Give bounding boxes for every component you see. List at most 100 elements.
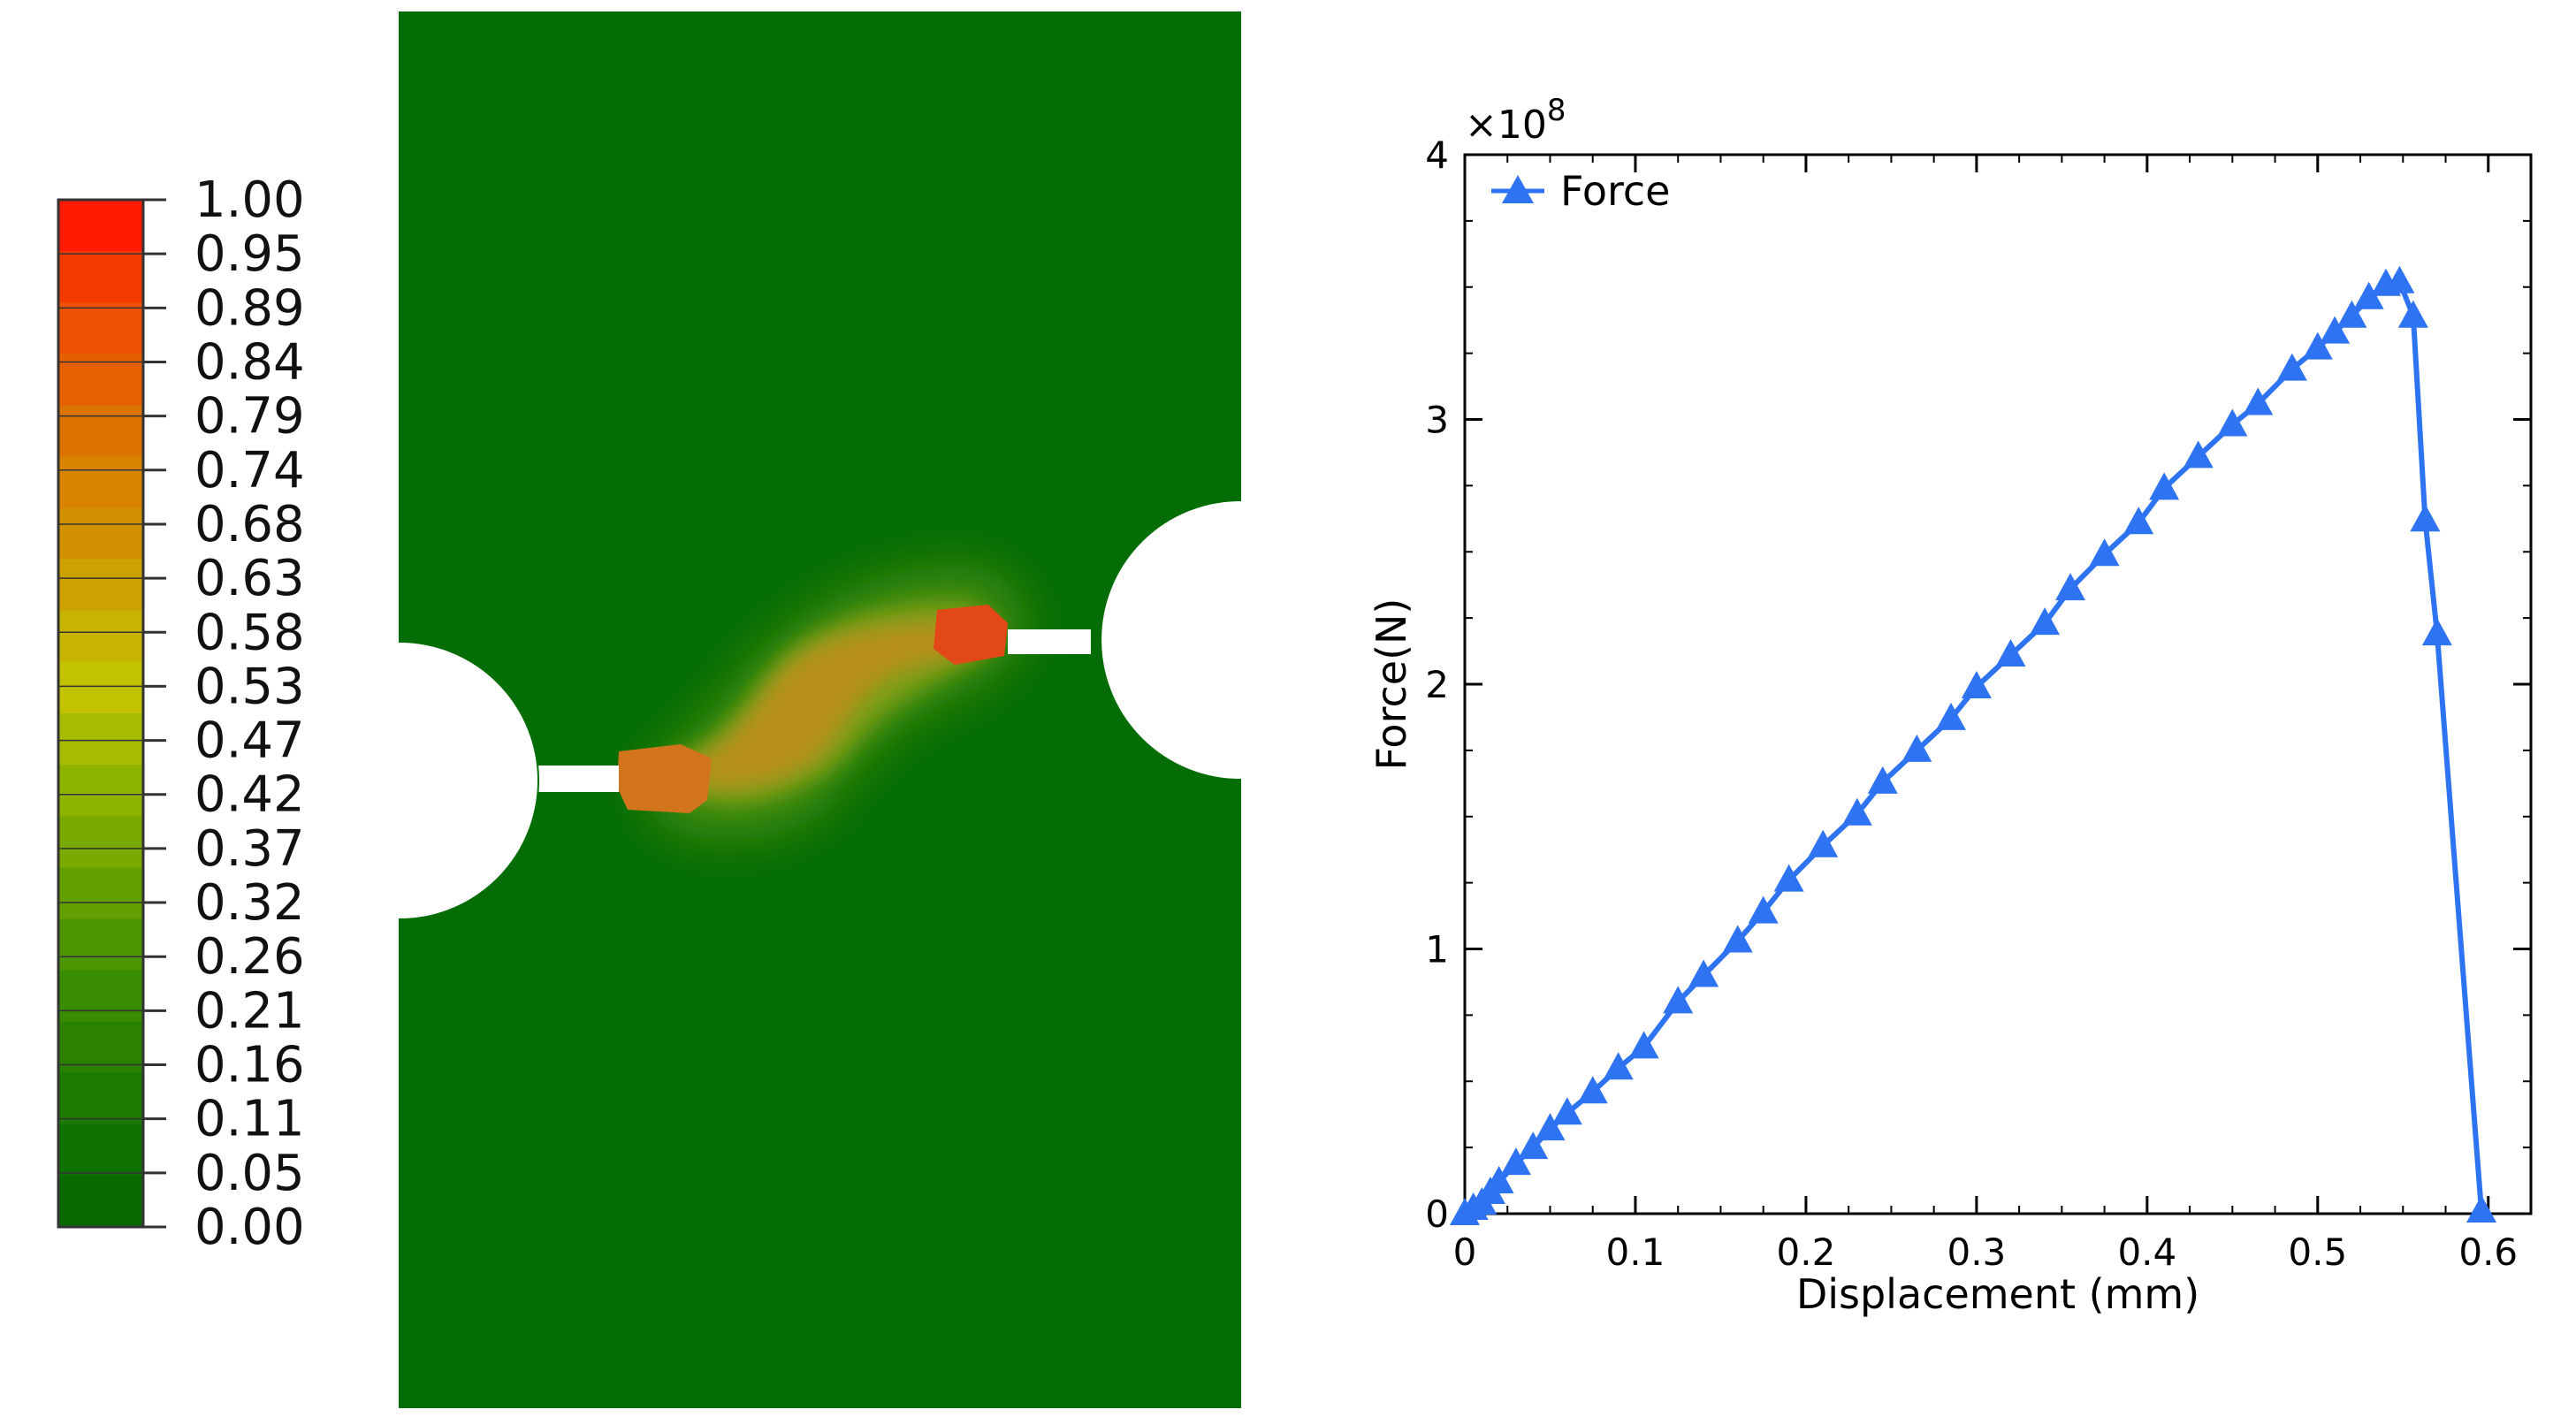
data-point-marker: [1841, 797, 1872, 826]
plate-outline: [399, 11, 1241, 1408]
data-point-marker: [1551, 1097, 1582, 1125]
data-point-marker: [2149, 472, 2180, 500]
x-tick-labels: 0 0.1 0.2 0.3 0.4 0.5 0.6: [1453, 1230, 2519, 1274]
data-point-marker: [1500, 1147, 1531, 1176]
colorbar-swatch: [58, 765, 143, 817]
y-tick-labels: 0 1 2 3 4: [1425, 133, 1449, 1236]
colorbar-swatch: [58, 610, 143, 663]
x-tick-label: 0.1: [1606, 1230, 1665, 1274]
colorbar-ticks: [58, 198, 166, 1229]
colorbar-label: 0.58: [194, 604, 305, 661]
x-tick-label: 0.2: [1777, 1230, 1836, 1274]
data-point-marker: [2055, 573, 2086, 601]
force-displacement-chart: 0 0.1 0.2 0.3 0.4 0.5 0.6 0 1 2 3 4 Displacement (…: [1368, 93, 2533, 1318]
y-multiplier: ×108: [1465, 93, 1566, 148]
data-point-marker: [2030, 607, 2061, 636]
y-tick-label: 1: [1425, 928, 1449, 971]
colorbar-label: 0.95: [194, 225, 305, 283]
data-point-marker: [1748, 895, 1779, 924]
colorbar-swatch: [58, 200, 143, 252]
data-point-marker: [1808, 829, 1839, 857]
colorbar-swatch: [58, 713, 143, 766]
colorbar-label: 0.79: [194, 388, 305, 446]
colorbar-swatch: [58, 661, 143, 714]
colorbar-label: 0.26: [194, 928, 305, 986]
colorbar-swatch: [58, 507, 143, 560]
data-point-marker: [2421, 618, 2452, 646]
colorbar-swatch: [58, 1124, 143, 1177]
colorbar-swatch: [58, 970, 143, 1023]
colorbar-label: 0.89: [194, 279, 305, 337]
y-multiplier-exponent: 8: [1547, 93, 1566, 128]
damage-zone-core: [681, 622, 999, 788]
data-point-marker: [1577, 1076, 1608, 1104]
plot-area: [1463, 153, 2533, 1215]
data-point-marker: [2397, 300, 2428, 328]
colorbar-label: 0.84: [194, 333, 305, 391]
colorbar-label: 0.21: [194, 982, 305, 1040]
colorbar-swatch: [58, 302, 143, 354]
y-tick-label: 4: [1425, 133, 1449, 177]
data-point-marker: [1902, 734, 1932, 762]
y-axis-label: Force(N): [1368, 598, 1415, 771]
y-tick-label: 3: [1425, 399, 1449, 442]
data-point-marker: [2336, 300, 2367, 328]
colorbar-swatch: [58, 1021, 143, 1074]
data-point-marker: [2217, 408, 2248, 437]
colorbar-swatch: [58, 251, 143, 303]
x-axis-label: Displacement (mm): [1796, 1270, 2199, 1318]
legend: Force: [1491, 167, 1670, 215]
colorbar-labels: 1.000.950.890.840.790.740.680.630.580.53…: [194, 171, 305, 1256]
x-tick-label: 0.6: [2458, 1230, 2518, 1274]
colorbar-label: 0.05: [194, 1145, 305, 1202]
colorbar-label: 0.32: [194, 874, 305, 932]
colorbar-label: 0.68: [194, 496, 305, 553]
notch-slit-right: [1008, 629, 1091, 654]
legend-label-force: Force: [1560, 167, 1670, 215]
data-point-marker: [1773, 864, 1804, 892]
data-point-marker: [1995, 639, 2026, 667]
data-point-marker: [1483, 1166, 1514, 1194]
data-point-marker: [1722, 925, 1753, 953]
colorbar-label: 0.47: [194, 712, 305, 770]
y-tick-label: 2: [1425, 663, 1449, 706]
colorbar-swatches: [58, 200, 143, 1228]
crack-tip-left: [617, 744, 712, 813]
data-point-marker: [1535, 1113, 1566, 1141]
colorbar-label: 0.42: [194, 766, 305, 824]
colorbar-label: 0.00: [194, 1199, 305, 1256]
colorbar-label: 0.16: [194, 1037, 305, 1094]
colorbar-swatch: [58, 918, 143, 971]
colorbar-swatch: [58, 456, 143, 509]
x-tick-label: 0.5: [2288, 1230, 2347, 1274]
colorbar-frame: [57, 198, 145, 1229]
x-tick-label: 0.3: [1947, 1230, 2006, 1274]
colorbar-label: 0.11: [194, 1091, 305, 1148]
colorbar-swatch: [58, 405, 143, 457]
data-point-marker: [2466, 1195, 2497, 1223]
data-point-marker: [2353, 281, 2384, 309]
data-point-marker: [2384, 265, 2415, 293]
legend-marker-force: [1502, 175, 1534, 203]
colorbar-swatch: [58, 1175, 143, 1228]
data-point-marker: [1603, 1052, 1634, 1080]
colorbar: 1.000.950.890.840.790.740.680.630.580.53…: [57, 171, 305, 1256]
damage-zone: [617, 566, 1027, 841]
series-layer: [1450, 265, 2497, 1225]
colorbar-label: 1.00: [194, 171, 305, 229]
colorbar-swatch: [58, 1072, 143, 1125]
data-point-marker: [1867, 766, 1898, 794]
y-tick-label: 0: [1425, 1192, 1449, 1236]
data-point-marker: [1935, 702, 1966, 730]
colorbar-swatch: [58, 867, 143, 919]
data-point-marker: [1663, 986, 1694, 1014]
data-point-marker: [2320, 316, 2351, 344]
data-point-marker: [2089, 538, 2120, 567]
data-point-marker: [1628, 1031, 1659, 1059]
x-tick-label: 0.4: [2117, 1230, 2176, 1274]
colorbar-swatch: [58, 816, 143, 868]
data-point-marker: [2410, 504, 2441, 532]
data-point-marker: [1688, 959, 1719, 987]
data-point-marker: [2183, 440, 2214, 469]
